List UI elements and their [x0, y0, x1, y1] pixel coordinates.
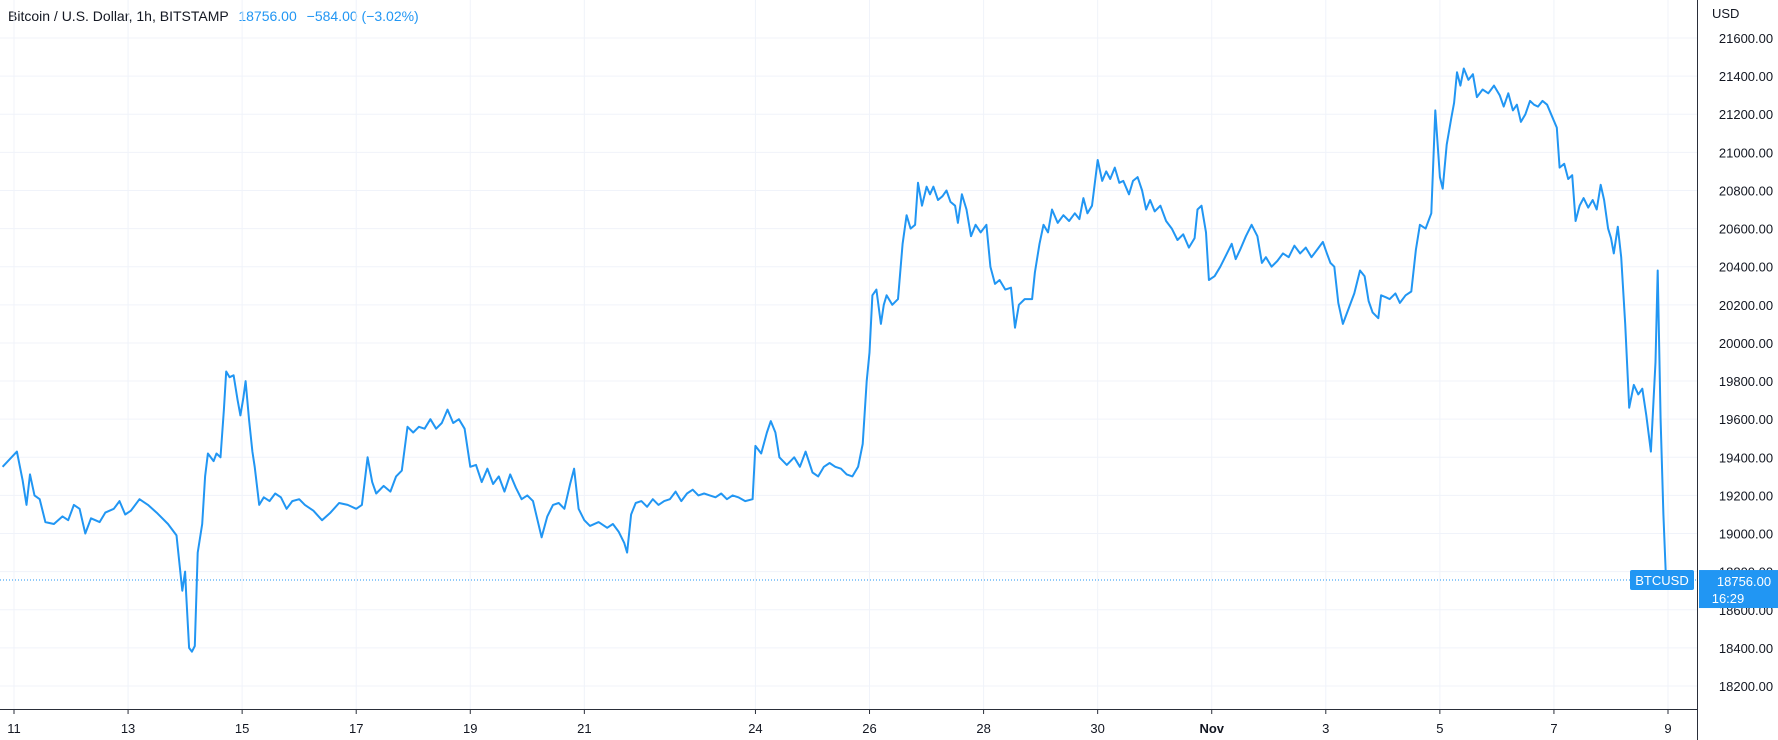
y-tick-label: 21200.00 — [1719, 107, 1773, 122]
x-tick-label: 7 — [1550, 721, 1557, 736]
currency-label: USD — [1712, 6, 1739, 21]
x-tick-label: 21 — [577, 721, 591, 736]
ticker-tag — [1630, 570, 1694, 591]
bar-countdown: 16:29 — [1712, 591, 1745, 606]
grid — [0, 0, 1697, 709]
price-series-line — [1, 67, 1669, 653]
price-change: −584.00 (−3.02%) — [306, 8, 419, 24]
y-tick-label: 19400.00 — [1719, 450, 1773, 465]
x-tick-label: 30 — [1090, 721, 1104, 736]
current-price-tag: BTCUSD 18756.00 16:29 — [1630, 570, 1778, 609]
symbol-legend: Bitcoin / U.S. Dollar, 1h, BITSTAMP 1875… — [8, 8, 419, 24]
time-axis[interactable]: 11 13 15 17 19 21 24 26 28 30 Nov 3 5 7 9 — [0, 709, 1697, 736]
y-tick-label: 19200.00 — [1719, 488, 1773, 503]
x-tick-label: Nov — [1199, 721, 1224, 736]
y-tick-label: 19800.00 — [1719, 374, 1773, 389]
y-tick-label: 21600.00 — [1719, 31, 1773, 46]
x-tick-label: 9 — [1664, 721, 1671, 736]
x-tick-label: 3 — [1322, 721, 1329, 736]
x-tick-label: 28 — [976, 721, 990, 736]
x-tick-label: 26 — [862, 721, 876, 736]
y-tick-label: 18400.00 — [1719, 641, 1773, 656]
x-tick-label: 5 — [1436, 721, 1443, 736]
y-tick-label: 20200.00 — [1719, 298, 1773, 313]
y-tick-label: 19600.00 — [1719, 412, 1773, 427]
x-tick-label: 13 — [121, 721, 135, 736]
symbol-title: Bitcoin / U.S. Dollar, 1h, BITSTAMP — [8, 8, 229, 24]
x-tick-label: 11 — [7, 721, 21, 736]
y-tick-label: 20600.00 — [1719, 222, 1773, 237]
series-layer — [0, 67, 1697, 653]
y-tick-label: 19000.00 — [1719, 527, 1773, 542]
x-tick-label: 17 — [349, 721, 363, 736]
price-tag-value: 18756.00 — [1717, 574, 1771, 589]
y-tick-label: 18200.00 — [1719, 679, 1773, 694]
x-tick-label: 15 — [235, 721, 249, 736]
y-tick-label: 21400.00 — [1719, 69, 1773, 84]
y-tick-label: 20000.00 — [1719, 336, 1773, 351]
x-tick-label: 19 — [463, 721, 477, 736]
y-tick-label: 20800.00 — [1719, 183, 1773, 198]
y-tick-label: 21000.00 — [1719, 145, 1773, 160]
last-price: 18756.00 — [238, 8, 297, 24]
x-tick-label: 24 — [748, 721, 762, 736]
y-tick-label: 20400.00 — [1719, 260, 1773, 275]
ticker-label: BTCUSD — [1635, 573, 1688, 588]
price-axis[interactable]: 18200.0018400.0018600.0018800.0019000.00… — [1697, 0, 1774, 740]
price-tag — [1699, 570, 1778, 609]
